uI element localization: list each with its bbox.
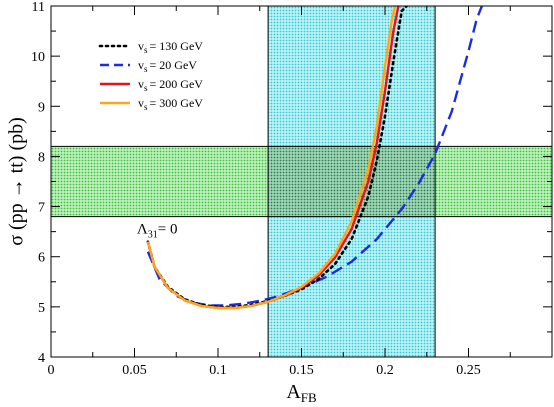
legend-label-sub-3: s <box>144 102 148 112</box>
legend-label-2: vs = 200 GeV <box>138 77 203 93</box>
legend-label-main-1: v <box>138 58 144 72</box>
x-tick-label-5: 0.25 <box>456 363 481 378</box>
series-lines <box>146 6 484 310</box>
y-tick-label-1: 5 <box>38 301 45 316</box>
x-axis-label-main: A <box>286 381 301 403</box>
legend-label-tail-3: = 300 GeV <box>150 96 204 110</box>
y-tick-label-0: 4 <box>38 351 45 366</box>
axis-ticks: 0 0.05 0.1 0.15 0.2 0.25 4 5 6 7 8 9 10 11 <box>31 0 552 378</box>
x-tick-label-4: 0.2 <box>376 363 394 378</box>
annotation-lambda: Λ31= 0 <box>137 222 178 241</box>
x-tick-label-2: 0.1 <box>209 363 227 378</box>
annotation-subscript: 31 <box>148 230 158 241</box>
x-axis-label: AFB <box>286 381 317 405</box>
legend-label-tail-0: = 130 GeV <box>150 39 204 53</box>
legend-label-tail-1: = 20 GeV <box>150 58 198 72</box>
legend-label-tail-2: = 200 GeV <box>150 77 204 91</box>
y-tick-label-4: 8 <box>38 150 45 165</box>
y-tick-label-6: 10 <box>31 50 45 65</box>
legend-label-sub-1: s <box>144 64 148 74</box>
annotation-symbol: Λ <box>137 222 148 238</box>
x-tick-label-0: 0 <box>48 363 55 378</box>
legend-label-main-2: v <box>138 77 144 91</box>
legend-label-main-0: v <box>138 39 144 53</box>
y-tick-label-2: 6 <box>38 251 45 266</box>
y-axis-label: σ (pp → tt) (pb) <box>6 117 28 246</box>
legend-label-1: vs = 20 GeV <box>138 58 197 74</box>
legend-label-sub-0: s <box>144 45 148 55</box>
x-tick-label-1: 0.05 <box>122 363 147 378</box>
band-overlap <box>268 146 436 217</box>
y-tick-label-3: 7 <box>38 201 45 216</box>
y-tick-label-5: 9 <box>38 100 45 115</box>
annotation-tail: = 0 <box>158 222 178 238</box>
x-tick-label-3: 0.15 <box>289 363 314 378</box>
legend-label-3: vs = 300 GeV <box>138 96 203 112</box>
x-axis-label-sub: FB <box>301 390 317 405</box>
bands <box>51 6 552 357</box>
legend-label-0: vs = 130 GeV <box>138 39 203 55</box>
y-tick-label-7: 11 <box>32 0 45 15</box>
legend-label-sub-2: s <box>144 83 148 93</box>
series-line-3 <box>146 6 397 310</box>
legend-label-main-3: v <box>138 96 144 110</box>
